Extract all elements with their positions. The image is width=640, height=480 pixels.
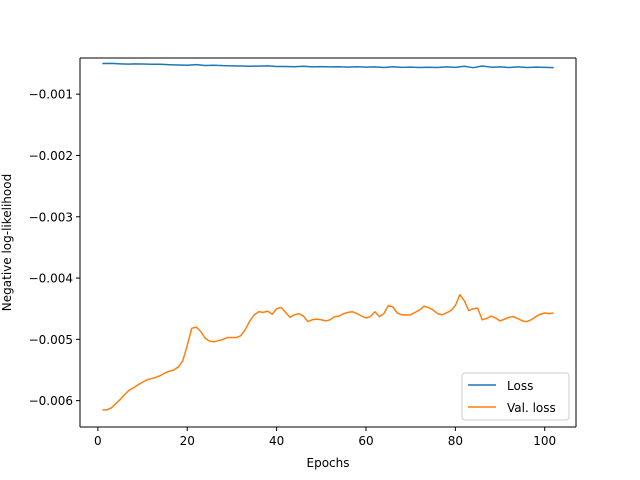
- axes-frame: [79, 57, 577, 428]
- x-ticks: 0 20 40 60 80 100: [94, 427, 556, 448]
- legend: Loss Val. loss: [461, 372, 570, 421]
- y-axis-label: Negative log-likelihood: [0, 174, 14, 311]
- x-tick-label: 60: [358, 434, 373, 448]
- legend-label-loss: Loss: [507, 379, 533, 393]
- y-tick-label: −0.006: [29, 394, 73, 408]
- y-tick-label: −0.004: [29, 272, 73, 286]
- series-layer: [102, 62, 554, 411]
- y-tick-label: −0.003: [29, 210, 73, 224]
- y-tick-label: −0.002: [29, 149, 73, 163]
- legend-label-val-loss: Val. loss: [507, 401, 556, 415]
- y-tick-label: −0.005: [29, 333, 73, 347]
- x-tick-label: 20: [180, 434, 195, 448]
- x-axis-label: Epochs: [307, 456, 350, 470]
- plot-area: [80, 58, 576, 427]
- x-tick-label: 100: [533, 434, 556, 448]
- y-ticks: −0.001 −0.002 −0.003 −0.004 −0.005 −0.006: [29, 88, 80, 408]
- y-tick-label: −0.001: [29, 88, 73, 102]
- series-line-loss: [102, 62, 554, 69]
- x-tick-label: 80: [448, 434, 463, 448]
- x-tick-label: 40: [269, 434, 284, 448]
- series-line-val-loss: [102, 293, 554, 411]
- x-tick-label: 0: [94, 434, 102, 448]
